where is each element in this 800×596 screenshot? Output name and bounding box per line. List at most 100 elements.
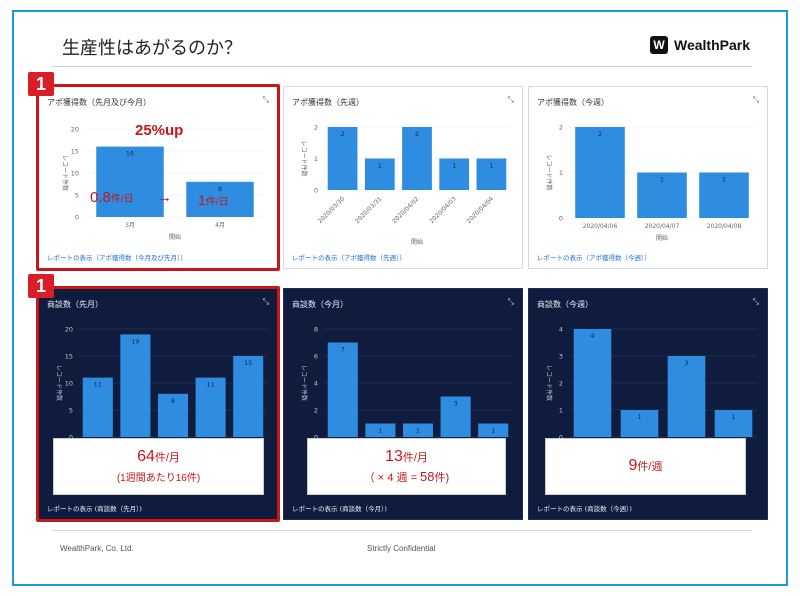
summary-sub-value: 58 bbox=[420, 469, 435, 484]
chart-appointments-this-week: 0 1 2 レコード件数 2 2020/04/06 1 2020/04/07 1 2020/04/… bbox=[545, 124, 755, 242]
bar-value-label: 1 bbox=[722, 176, 726, 184]
bar-value-label: 7 bbox=[341, 346, 345, 354]
report-link[interactable]: レポートの表示 (商談数（先月）) bbox=[47, 505, 142, 513]
bar bbox=[96, 146, 164, 217]
bar-value-label: 8 bbox=[171, 397, 175, 405]
bar-value-label: 1 bbox=[731, 413, 735, 421]
y-tick-label: 20 bbox=[65, 326, 73, 334]
y-tick-label: 2 bbox=[559, 124, 563, 132]
y-tick-label: 0 bbox=[314, 187, 318, 195]
bar bbox=[186, 181, 254, 217]
slide-title: 生産性はあがるのか？ bbox=[62, 38, 242, 59]
y-axis-label: レコード件数 bbox=[300, 365, 308, 401]
x-tick-label: 3月 bbox=[125, 222, 135, 229]
report-link[interactable]: レポートの表示（アポ獲得数（今月及び先月）） bbox=[47, 254, 187, 262]
bar-value-label: 15 bbox=[244, 359, 252, 367]
report-link[interactable]: レポートの表示 (商談数（今週）) bbox=[537, 505, 632, 513]
summary-unit: 件/月 bbox=[402, 452, 428, 464]
summary-value: 9 bbox=[628, 457, 638, 474]
bar bbox=[478, 423, 509, 437]
bar-value-label: 11 bbox=[206, 381, 214, 389]
y-axis-label: レコード件数 bbox=[545, 365, 553, 401]
summary-unit: 件/月 bbox=[154, 452, 180, 464]
y-tick-label: 0 bbox=[559, 434, 563, 442]
x-tick-label: 2020/04/03 bbox=[428, 195, 458, 225]
y-tick-label: 0 bbox=[69, 434, 73, 442]
brand-mark-icon: W bbox=[650, 36, 668, 54]
report-link[interactable]: レポートの表示（アポ獲得数（先週）） bbox=[292, 254, 406, 262]
y-tick-label: 2 bbox=[559, 380, 563, 388]
summary-unit: 件/週 bbox=[637, 461, 663, 473]
y-tick-label: 8 bbox=[314, 326, 318, 334]
expand-icon[interactable]: ⤡ bbox=[262, 95, 269, 104]
panel-title: 商談数（先月） bbox=[47, 300, 103, 309]
y-tick-label: 15 bbox=[65, 353, 73, 361]
bar-value-label: 11 bbox=[94, 381, 102, 389]
panel-appointments-this-week: アポ獲得数（今週） ⤡ 0 1 2 レコード件数 2 2020/04/06 1 2020/04… bbox=[528, 86, 768, 269]
bar-value-label: 3 bbox=[454, 400, 458, 408]
bar bbox=[120, 334, 151, 437]
bar bbox=[402, 423, 434, 437]
y-tick-label: 10 bbox=[65, 380, 73, 388]
report-link[interactable]: レポートの表示（アポ獲得数（今週）） bbox=[537, 254, 651, 262]
summary-value: 64 bbox=[137, 448, 155, 465]
bar-value-label: 2 bbox=[415, 130, 419, 138]
x-axis-label: 開始 bbox=[169, 233, 181, 241]
bar-value-label: 1 bbox=[378, 427, 382, 435]
bar-value-label: 2 bbox=[341, 130, 345, 138]
y-axis-label: レコード件数 bbox=[300, 140, 308, 176]
panel-appointments-last-week: アポ獲得数（先週） ⤡ 0 1 2 レコード件数 2 2020/03/30 1 2020/03… bbox=[283, 86, 523, 269]
highlight-frame-bottom bbox=[36, 286, 280, 522]
bar bbox=[575, 127, 625, 218]
expand-icon[interactable]: ⤡ bbox=[507, 297, 514, 306]
footer-divider bbox=[52, 530, 752, 531]
y-tick-label: 0 bbox=[75, 214, 79, 222]
chart-meetings-last-month: 0 5 10 15 20 レコード件数 11 19 8 11 15 bbox=[55, 326, 267, 442]
summary-box-this-month: 13件/月 （ × 4 週 = 58件) bbox=[307, 438, 506, 495]
bar bbox=[233, 356, 264, 437]
bar bbox=[573, 329, 612, 437]
bar-value-label: 4 bbox=[590, 332, 594, 340]
bar bbox=[327, 127, 358, 190]
y-tick-label: 15 bbox=[71, 148, 79, 156]
expand-icon[interactable]: ⤡ bbox=[752, 95, 759, 104]
bar bbox=[714, 410, 753, 437]
bar bbox=[440, 396, 471, 437]
footer-company: WealthPark, Co. Ltd. bbox=[60, 544, 134, 553]
bar-value-label: 1 bbox=[660, 176, 664, 184]
brand-name: WealthPark bbox=[674, 37, 750, 53]
expand-icon[interactable]: ⤡ bbox=[752, 297, 759, 306]
x-tick-label: 2020/04/08 bbox=[707, 223, 742, 230]
bar-value-label: 1 bbox=[416, 427, 420, 435]
rate-before: 0.8件/日 bbox=[90, 189, 134, 206]
x-tick-label: 2020/03/30 bbox=[317, 195, 347, 225]
x-axis-label: 開始 bbox=[656, 234, 668, 242]
panel-title: アポ獲得数（先月及び今月） bbox=[47, 98, 151, 107]
bar bbox=[439, 158, 470, 190]
report-link[interactable]: レポートの表示 (商談数（今月）) bbox=[292, 505, 387, 513]
highlight-frame-top bbox=[36, 84, 280, 271]
y-tick-label: 6 bbox=[314, 353, 318, 361]
expand-icon[interactable]: ⤡ bbox=[262, 297, 269, 306]
x-tick-label: 2020/04/07 bbox=[645, 223, 680, 230]
title-divider bbox=[52, 66, 752, 67]
y-tick-label: 5 bbox=[69, 407, 73, 415]
y-axis-label: レコード件数 bbox=[61, 155, 69, 191]
bar-value-label: 8 bbox=[218, 185, 222, 193]
brand-logo: W WealthPark bbox=[650, 36, 750, 54]
x-tick-label: 2020/04/02 bbox=[391, 195, 421, 225]
arrow-icon: → bbox=[157, 189, 172, 206]
panel-title: 商談数（今月） bbox=[292, 300, 348, 309]
expand-icon[interactable]: ⤡ bbox=[507, 95, 514, 104]
bar bbox=[195, 377, 226, 437]
summary-box-last-month: 64件/月 (1週間あたり16件) bbox=[53, 438, 264, 495]
panel-title: 商談数（今週） bbox=[537, 300, 593, 309]
y-tick-label: 4 bbox=[559, 326, 563, 334]
bar bbox=[364, 158, 395, 190]
x-tick-label: 2020/04/04 bbox=[466, 195, 496, 225]
badge-number: 1 bbox=[28, 274, 54, 298]
x-tick-label: 2020/03/31 bbox=[354, 195, 384, 225]
x-axis-label: 開始 bbox=[411, 238, 423, 246]
bar bbox=[402, 127, 432, 190]
y-tick-label: 1 bbox=[314, 155, 318, 163]
